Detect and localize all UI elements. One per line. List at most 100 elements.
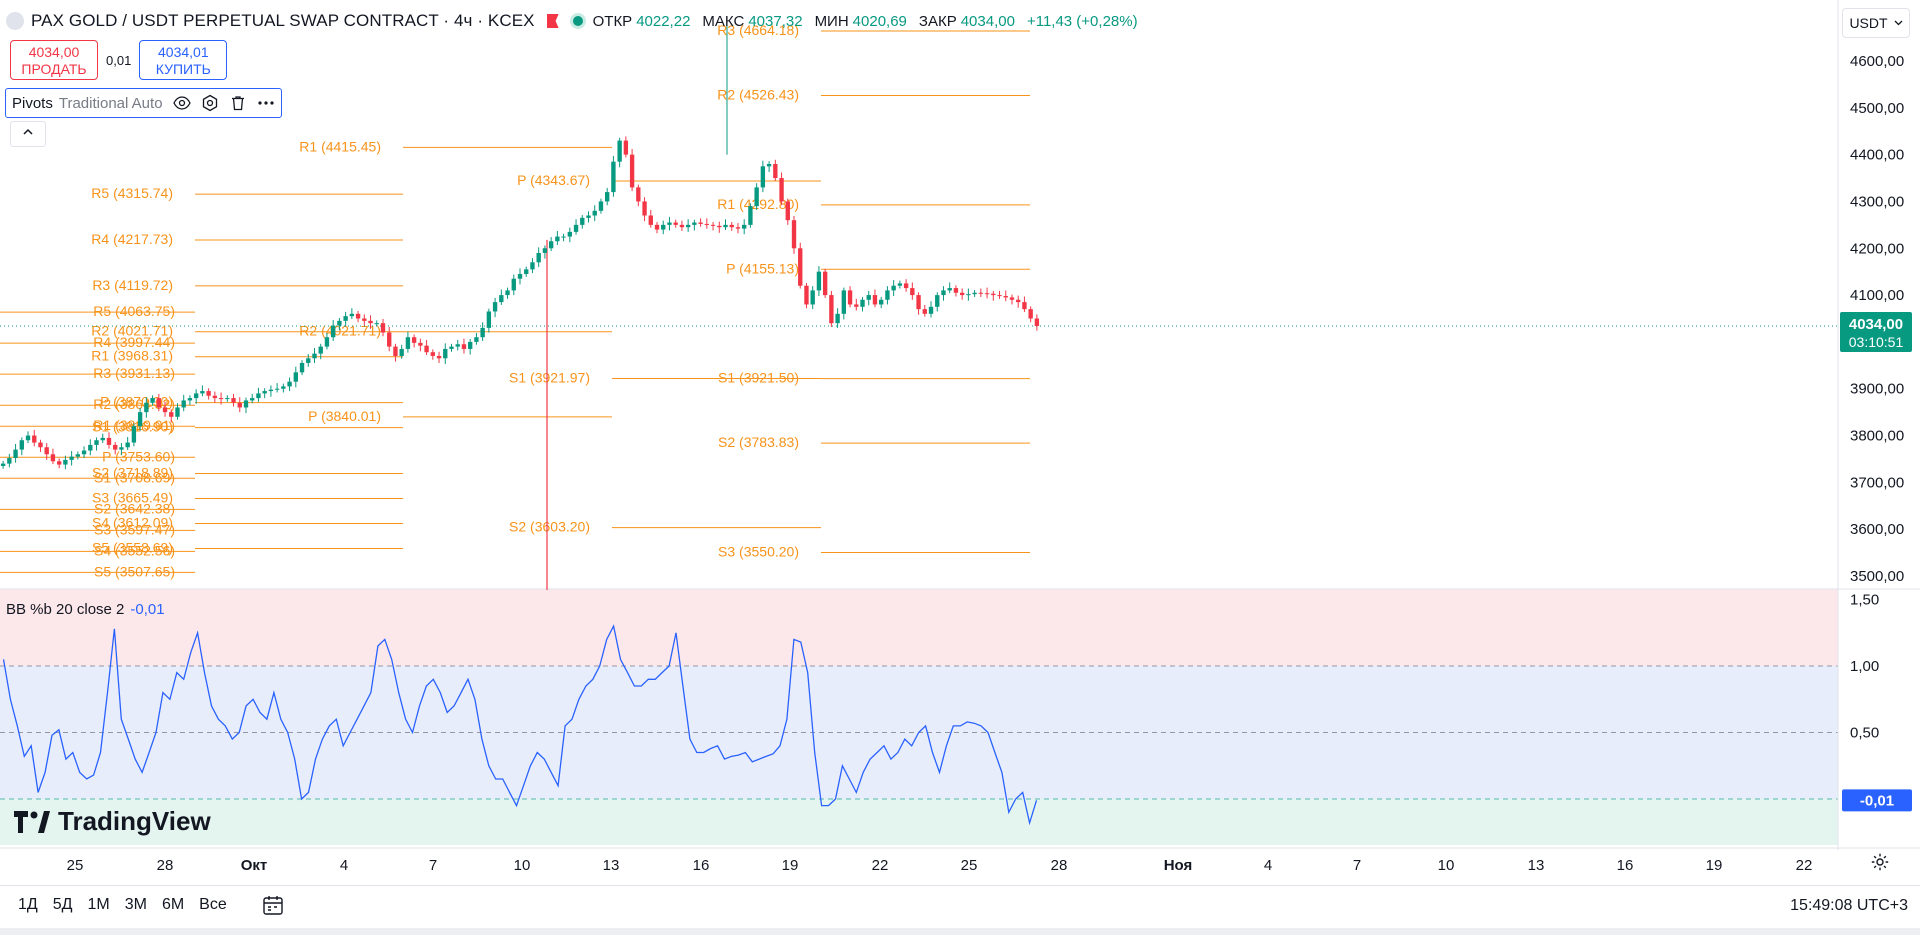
symbol-title[interactable]: PAX GOLD / USDT PERPETUAL SWAP CONTRACT … <box>31 11 535 30</box>
candle-body <box>748 206 753 225</box>
sell-button[interactable]: 4034,00 ПРОДАТЬ <box>10 40 98 80</box>
pivot-label: S2 (3642.38) <box>94 500 175 516</box>
candle-body <box>729 224 734 228</box>
pivot-label: P (3753.60) <box>102 448 175 464</box>
candle-body <box>424 345 429 353</box>
pivot-label: R2 (4526.43) <box>717 86 799 102</box>
timeframe-3m[interactable]: 3М <box>124 896 147 913</box>
trade-panel: 4034,00 ПРОДАТЬ 0,01 4034,01 КУПИТЬ <box>10 40 228 80</box>
candle-body <box>648 215 653 225</box>
timeframe-6m[interactable]: 6М <box>161 896 185 913</box>
timeframe-buttons: 1Д 5Д 1М 3М 6М Все <box>18 896 242 914</box>
candle-body <box>50 454 56 462</box>
x-tick-label: 25 <box>67 857 84 874</box>
x-tick-label: 22 <box>872 857 889 874</box>
candle-body <box>891 285 896 291</box>
timeframe-all[interactable]: Все <box>199 896 227 913</box>
trash-icon[interactable] <box>229 94 247 112</box>
candle-body <box>910 288 915 296</box>
candle-body <box>673 222 678 225</box>
bb-value-badge <box>1842 789 1912 812</box>
candle-body <box>685 224 691 228</box>
candle-body <box>879 299 884 305</box>
tradingview-logo-icon <box>14 810 50 833</box>
bb-tick-label: 0,50 <box>1850 725 1879 742</box>
buy-button[interactable]: 4034,01 КУПИТЬ <box>139 40 228 80</box>
candle-body <box>387 332 392 347</box>
candle-body <box>941 290 946 296</box>
pivot-label: R2 (4021.71) <box>299 323 381 339</box>
chevron-down-icon <box>1894 20 1903 26</box>
candle-body <box>548 241 554 249</box>
timeframe-5d[interactable]: 5Д <box>52 896 73 913</box>
settings-icon[interactable] <box>201 94 219 112</box>
x-tick-label: 28 <box>157 857 174 874</box>
candle-body <box>1028 309 1033 319</box>
candle-body <box>468 341 473 349</box>
flag-icon[interactable] <box>546 14 559 28</box>
y-tick-label: 3700,00 <box>1850 474 1904 491</box>
pivots-indicator-legend[interactable]: Pivots Traditional Auto <box>5 88 282 118</box>
indicator-name: Pivots <box>12 94 53 112</box>
x-tick-label: 28 <box>1051 857 1068 874</box>
candle-body <box>399 348 404 356</box>
pivot-label: R3 (3931.13) <box>93 365 175 381</box>
tradingview-logo[interactable]: TradingView <box>14 806 211 837</box>
candle-body <box>959 292 965 296</box>
candle-body <box>100 437 105 441</box>
last-price-value: 4034,00 <box>1849 316 1903 333</box>
candle-body <box>63 459 68 465</box>
candle-body <box>362 318 367 321</box>
timeframe-1d[interactable]: 1Д <box>18 896 38 913</box>
candle-body <box>119 447 124 450</box>
candle-body <box>443 348 448 359</box>
candle-body <box>418 342 423 346</box>
candle-body <box>717 225 722 228</box>
calendar-icon[interactable] <box>262 894 284 916</box>
page-footer-strip <box>0 928 1920 935</box>
pivot-label: S2 (3783.83) <box>718 434 799 450</box>
candle-body <box>231 398 236 403</box>
bb-upper-band <box>0 589 1838 666</box>
candle-body <box>791 220 797 249</box>
candle-body <box>436 355 442 359</box>
x-tick-label: Ноя <box>1164 857 1193 874</box>
candle-body <box>773 164 778 179</box>
chevron-up-icon <box>23 128 33 135</box>
candle-body <box>113 444 118 450</box>
candle-body <box>349 313 355 317</box>
candle-body <box>605 192 610 202</box>
currency-label: USDT <box>1849 15 1888 31</box>
candle-body <box>480 327 485 338</box>
candle-body <box>131 426 137 443</box>
candle-body <box>268 389 274 392</box>
candle-body <box>200 391 205 394</box>
candle-body <box>710 224 716 226</box>
clock-readout[interactable]: 15:49:08 UTC+3 <box>1790 897 1908 914</box>
scale-settings-icon[interactable] <box>1870 852 1890 877</box>
candle-body <box>524 269 529 275</box>
collapse-legend-button[interactable] <box>10 121 46 147</box>
candle-body <box>947 288 952 291</box>
timeframe-1m[interactable]: 1М <box>87 896 110 913</box>
bb-tick-label: 1,50 <box>1850 592 1879 609</box>
candle-body <box>380 323 386 333</box>
eye-icon[interactable] <box>172 94 191 112</box>
pivot-label: R3 (4664.18) <box>717 22 799 38</box>
more-icon[interactable] <box>257 94 275 112</box>
pivot-label: S1 (3921.97) <box>509 369 590 385</box>
candle-body <box>411 337 417 343</box>
candle-body <box>629 154 635 188</box>
bb-indicator-legend[interactable]: BB %b 20 close 2 -0,01 <box>6 601 165 618</box>
close-label: ЗАКР <box>918 12 957 30</box>
market-status-icon <box>572 16 583 26</box>
candle-body <box>212 395 218 399</box>
currency-selector[interactable]: USDT <box>1842 8 1910 38</box>
candle-body <box>866 295 871 300</box>
x-tick-label: 7 <box>429 857 437 874</box>
candle-body <box>598 201 604 211</box>
candle-body <box>897 283 903 286</box>
candle-body <box>337 320 342 326</box>
